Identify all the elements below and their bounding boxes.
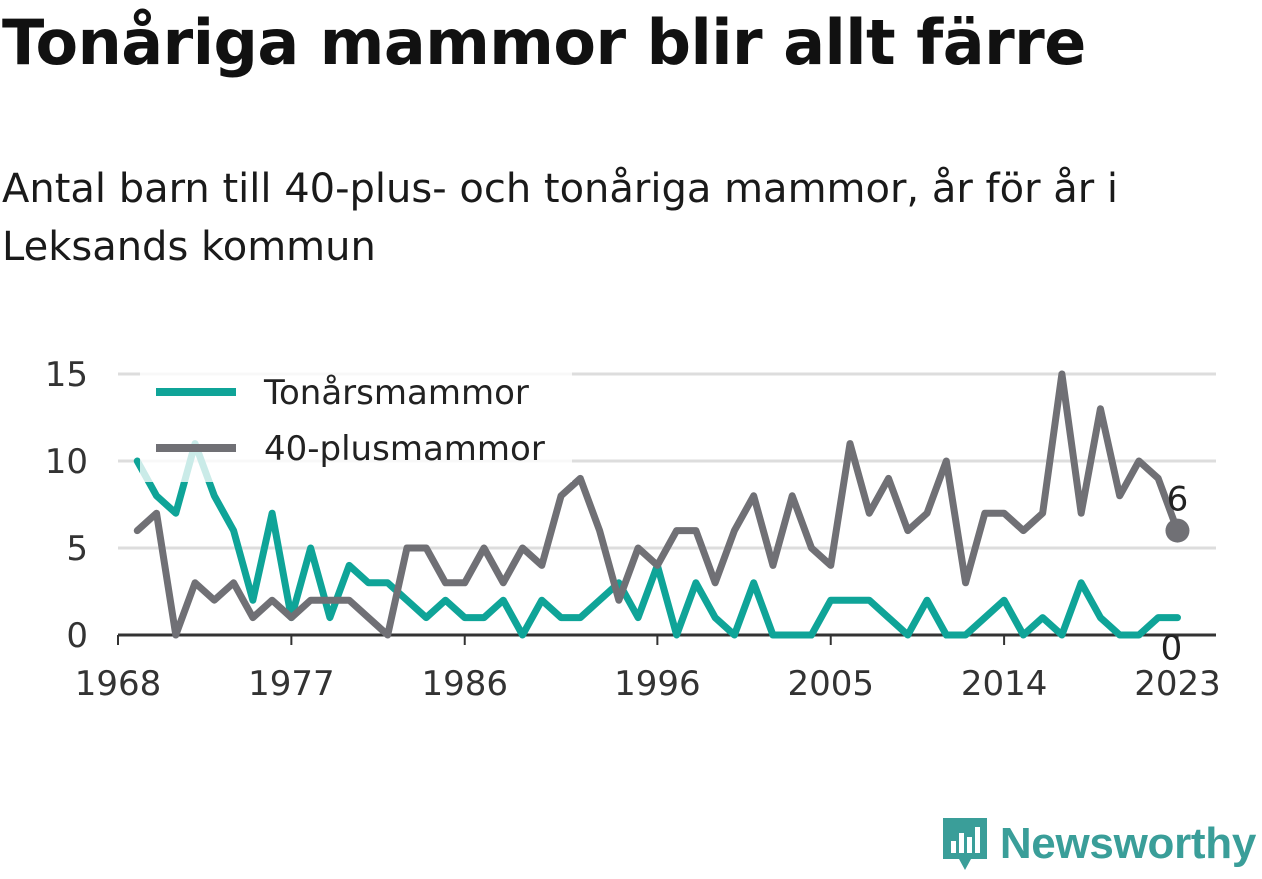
x-tick-label: 1968: [75, 664, 162, 704]
x-tick-label: 1986: [421, 664, 508, 704]
y-tick-label: 10: [45, 442, 88, 482]
newsworthy-brand: Newsworthy: [940, 815, 1256, 873]
end-label: 6: [1167, 480, 1189, 520]
legend-label: 40-plusmammor: [264, 429, 545, 469]
end-label: 0: [1161, 629, 1183, 669]
brand-name: Newsworthy: [999, 819, 1256, 868]
legend-label: Tonårsmammor: [263, 373, 529, 413]
chart-title: Tonåriga mammor blir allt färre: [2, 6, 1086, 79]
legend-background: [140, 362, 572, 482]
x-tick-label: 1996: [614, 664, 701, 704]
x-tick-label: 2005: [787, 664, 874, 704]
x-tick-label: 2023: [1134, 664, 1221, 704]
newsworthy-logo-icon: [942, 818, 987, 870]
y-tick-label: 15: [45, 355, 88, 395]
y-tick-label: 5: [66, 529, 88, 569]
end-marker: [1165, 518, 1190, 543]
x-tick-label: 2014: [961, 664, 1048, 704]
chart-subtitle: Antal barn till 40-plus- och tonåriga ma…: [2, 166, 1119, 270]
y-tick-label: 0: [66, 616, 88, 656]
x-tick-label: 1977: [248, 664, 335, 704]
series-line-1: [133, 370, 1181, 639]
